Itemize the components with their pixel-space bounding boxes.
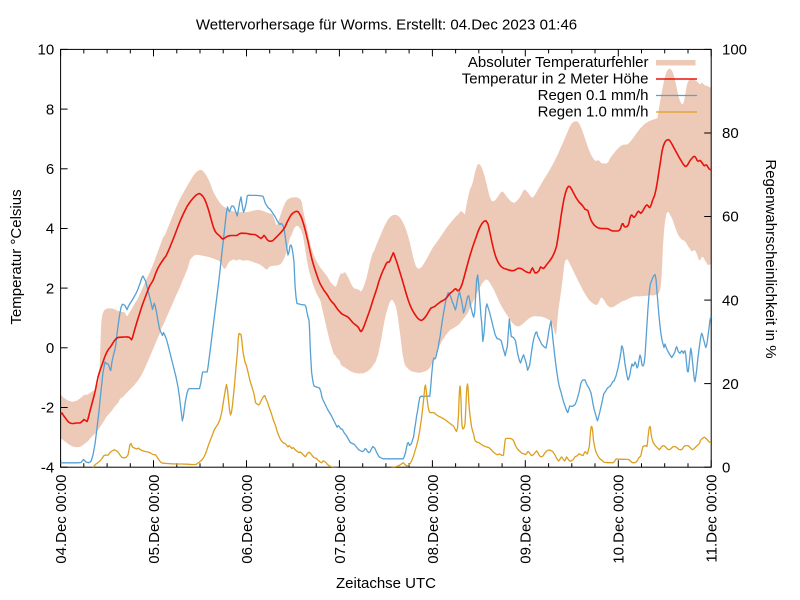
svg-text:10.Dec 00:00: 10.Dec 00:00 [611, 475, 628, 564]
svg-text:06.Dec 00:00: 06.Dec 00:00 [239, 475, 256, 564]
svg-text:Absoluter Temperaturfehler: Absoluter Temperaturfehler [468, 54, 649, 71]
svg-text:4: 4 [46, 221, 54, 238]
svg-text:Regenwahrscheinlichkeit in %: Regenwahrscheinlichkeit in % [762, 159, 779, 358]
svg-text:Regen 1.0 mm/h: Regen 1.0 mm/h [538, 104, 649, 121]
svg-text:-4: -4 [41, 459, 54, 476]
svg-text:0: 0 [46, 340, 54, 357]
svg-text:Regen 0.1 mm/h: Regen 0.1 mm/h [538, 87, 649, 104]
svg-text:04.Dec 00:00: 04.Dec 00:00 [53, 475, 70, 564]
svg-text:11.Dec 00:00: 11.Dec 00:00 [704, 475, 721, 563]
svg-text:05.Dec 00:00: 05.Dec 00:00 [146, 475, 163, 564]
svg-text:20: 20 [722, 376, 739, 393]
svg-text:Temperatur in 2 Meter Höhe: Temperatur in 2 Meter Höhe [462, 71, 649, 88]
svg-text:09.Dec 00:00: 09.Dec 00:00 [518, 475, 535, 564]
svg-text:07.Dec 00:00: 07.Dec 00:00 [332, 475, 349, 564]
svg-text:08.Dec 00:00: 08.Dec 00:00 [425, 475, 442, 564]
svg-text:Zeitachse UTC: Zeitachse UTC [336, 575, 436, 592]
svg-text:-2: -2 [41, 400, 54, 417]
svg-text:Wettervorhersage für Worms. Er: Wettervorhersage für Worms. Erstellt: 04… [196, 16, 577, 33]
svg-text:100: 100 [722, 42, 747, 59]
svg-text:Temperatur °Celsius: Temperatur °Celsius [8, 189, 25, 324]
svg-text:8: 8 [46, 101, 54, 118]
svg-text:0: 0 [722, 459, 730, 476]
svg-text:60: 60 [722, 209, 739, 226]
svg-text:6: 6 [46, 161, 54, 178]
svg-text:40: 40 [722, 292, 739, 309]
svg-text:2: 2 [46, 280, 54, 297]
svg-text:80: 80 [722, 125, 739, 142]
svg-text:10: 10 [38, 42, 55, 59]
